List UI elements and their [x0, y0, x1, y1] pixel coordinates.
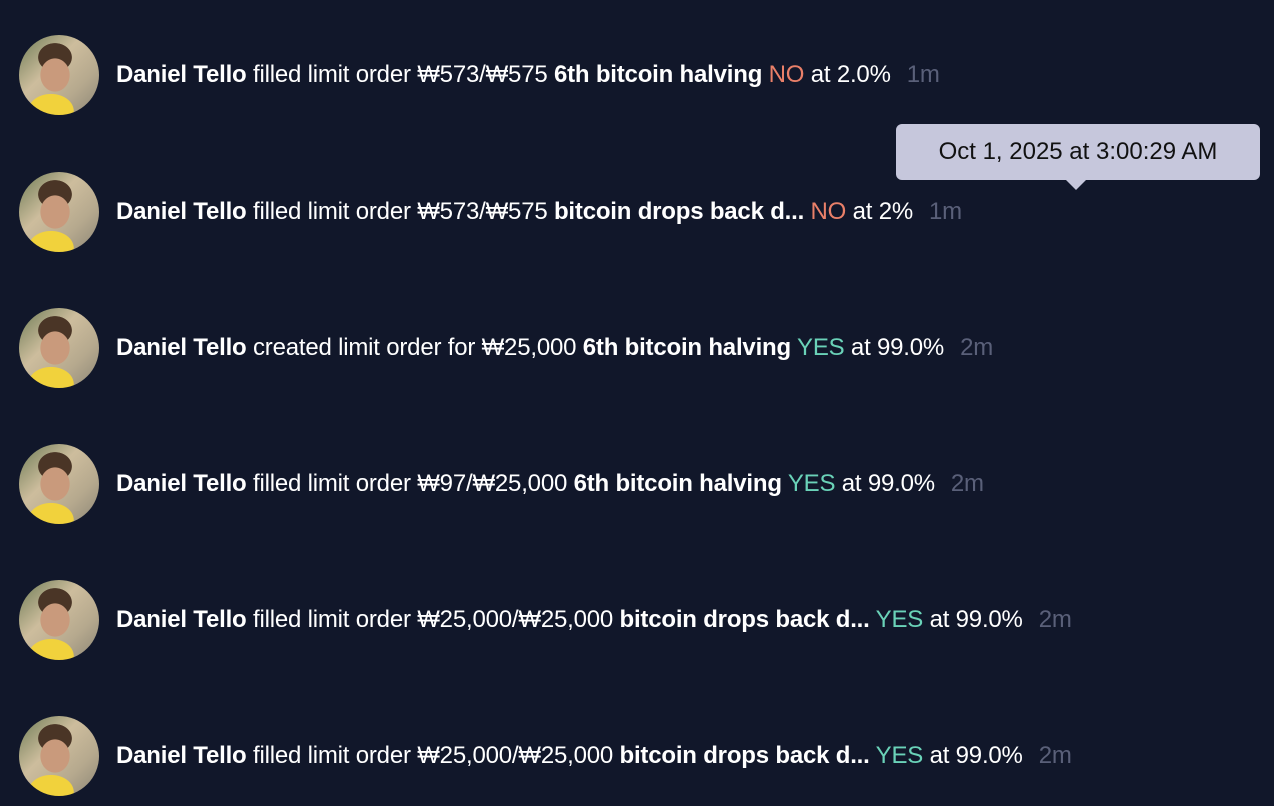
outcome-label: NO: [810, 198, 847, 225]
action-text: filled limit order: [252, 742, 411, 769]
amount: ₩25,000: [481, 334, 577, 361]
feed-text: Daniel Tello filled limit order ₩25,000/…: [116, 606, 1072, 634]
market-link[interactable]: 6th bitcoin halving: [573, 470, 782, 497]
relative-time[interactable]: 2m: [1038, 606, 1072, 633]
user-name-link[interactable]: Daniel Tello: [116, 198, 247, 225]
avatar[interactable]: [19, 308, 99, 388]
relative-time[interactable]: 1m: [929, 198, 962, 225]
feed-item: Daniel Tello filled limit order ₩573/₩57…: [19, 172, 962, 252]
feed-item: Daniel Tello created limit order for ₩25…: [19, 308, 993, 388]
price: at 2%: [852, 198, 914, 225]
amount: ₩25,000/₩25,000: [417, 606, 614, 633]
relative-time[interactable]: 2m: [950, 470, 984, 497]
price: at 99.0%: [841, 470, 935, 497]
user-name-link[interactable]: Daniel Tello: [116, 742, 247, 769]
action-text: filled limit order: [252, 470, 411, 497]
user-name-link[interactable]: Daniel Tello: [116, 334, 247, 361]
amount: ₩573/₩575: [417, 61, 548, 88]
market-link[interactable]: 6th bitcoin halving: [582, 334, 791, 361]
amount: ₩97/₩25,000: [417, 470, 568, 497]
feed-item: Daniel Tello filled limit order ₩25,000/…: [19, 716, 1072, 796]
relative-time[interactable]: 2m: [960, 334, 994, 361]
action-text: filled limit order: [252, 606, 411, 633]
feed-item: Daniel Tello filled limit order ₩97/₩25,…: [19, 444, 984, 524]
outcome-label: YES: [787, 470, 836, 497]
relative-time[interactable]: 1m: [906, 61, 940, 88]
avatar[interactable]: [19, 444, 99, 524]
market-link[interactable]: bitcoin drops back d...: [553, 198, 805, 225]
amount: ₩25,000/₩25,000: [417, 742, 614, 769]
amount: ₩573/₩575: [417, 198, 548, 225]
outcome-label: YES: [797, 334, 845, 361]
market-link[interactable]: 6th bitcoin halving: [553, 61, 763, 88]
user-name-link[interactable]: Daniel Tello: [116, 606, 247, 633]
avatar[interactable]: [19, 580, 99, 660]
market-link[interactable]: bitcoin drops back d...: [619, 606, 870, 633]
outcome-label: YES: [875, 742, 924, 769]
price: at 99.0%: [850, 334, 945, 361]
avatar[interactable]: [19, 35, 99, 115]
feed-text: Daniel Tello filled limit order ₩97/₩25,…: [116, 470, 984, 498]
outcome-label: NO: [768, 61, 805, 88]
action-text: created limit order for: [252, 334, 476, 361]
avatar[interactable]: [19, 172, 99, 252]
relative-time[interactable]: 2m: [1038, 742, 1072, 769]
user-name-link[interactable]: Daniel Tello: [116, 61, 247, 88]
price: at 99.0%: [929, 606, 1023, 633]
feed-item: Daniel Tello filled limit order ₩25,000/…: [19, 580, 1072, 660]
feed-item: Daniel Tello filled limit order ₩573/₩57…: [19, 35, 940, 115]
avatar[interactable]: [19, 716, 99, 796]
user-name-link[interactable]: Daniel Tello: [116, 470, 247, 497]
outcome-label: YES: [875, 606, 924, 633]
price: at 99.0%: [929, 742, 1023, 769]
feed-text: Daniel Tello filled limit order ₩573/₩57…: [116, 198, 962, 226]
action-text: filled limit order: [252, 61, 411, 88]
action-text: filled limit order: [252, 198, 411, 225]
feed-text: Daniel Tello created limit order for ₩25…: [116, 334, 993, 362]
timestamp-tooltip: Oct 1, 2025 at 3:00:29 AM: [896, 124, 1260, 190]
market-link[interactable]: bitcoin drops back d...: [619, 742, 870, 769]
price: at 2.0%: [810, 61, 891, 88]
feed-text: Daniel Tello filled limit order ₩25,000/…: [116, 742, 1072, 770]
feed-text: Daniel Tello filled limit order ₩573/₩57…: [116, 61, 940, 89]
